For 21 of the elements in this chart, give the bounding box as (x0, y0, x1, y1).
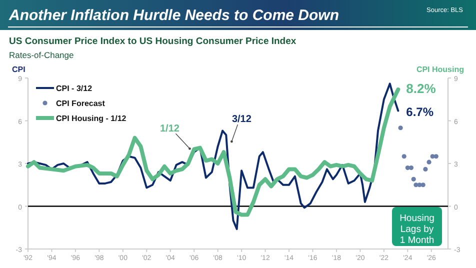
point (426, 160, 432, 164)
point (408, 165, 414, 170)
legend-label: CPI Housing - 1/12 (56, 114, 127, 123)
annotation: 3/12 (232, 114, 252, 126)
legend-label: CPI - 3/12 (56, 84, 93, 93)
point (411, 176, 416, 182)
y-axis-title: CPI (12, 65, 26, 74)
point (434, 154, 438, 159)
chart-subtitle: US Consumer Price Index to US Housing Consumer Price Index (9, 36, 297, 47)
text: Rates-of-Change (9, 50, 74, 60)
point (398, 126, 403, 130)
legend-label: CPI Forecast (56, 99, 106, 108)
point (423, 166, 428, 172)
y2-axis-title: CPI Housing (416, 65, 464, 74)
point (420, 182, 426, 188)
point (402, 154, 406, 159)
annotation: 6.7% (406, 104, 434, 119)
annotation: 8.2% (406, 80, 436, 96)
annotation: 1/12 (160, 123, 180, 134)
annotation: Housing Lags by 1 Month (400, 213, 434, 246)
chart-title: Another Inflation Hurdle Needs to Come Down (8, 7, 340, 24)
